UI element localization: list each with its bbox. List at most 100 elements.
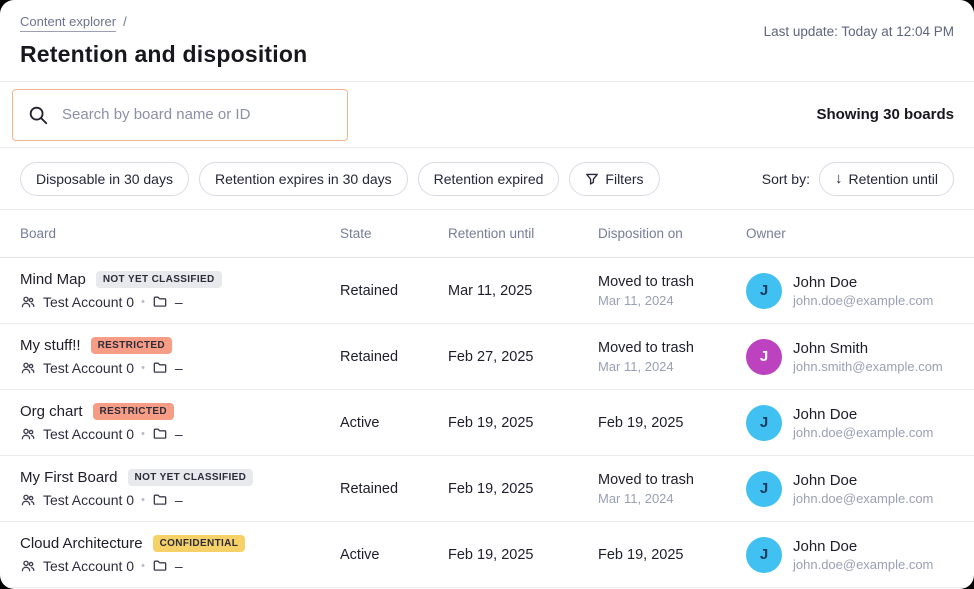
board-cell: Org chart RESTRICTED Test Account 0 •	[20, 403, 340, 442]
disposition-cell: Moved to trash Mar 11, 2024	[598, 340, 746, 374]
retention-until-cell: Mar 11, 2025	[448, 282, 533, 299]
board-name[interactable]: Org chart	[20, 403, 83, 420]
breadcrumb-link-content-explorer[interactable]: Content explorer	[20, 14, 117, 32]
state-cell: Retained	[340, 282, 399, 299]
owner-name: John Doe	[793, 471, 858, 489]
filter-chip-retention-expired[interactable]: Retention expired	[417, 161, 560, 196]
meta-separator: •	[141, 428, 145, 440]
filters-button[interactable]: Filters	[569, 161, 660, 196]
team-name: Test Account 0	[43, 492, 135, 508]
column-header-state[interactable]: State	[340, 226, 372, 241]
owner-name: John Doe	[793, 273, 858, 291]
search-box[interactable]	[12, 88, 348, 141]
classification-badge: RESTRICTED	[92, 403, 174, 420]
filters-button-label: Filters	[605, 170, 644, 187]
column-header-board[interactable]: Board	[20, 226, 57, 241]
owner-cell: J John Doe john.doe@example.com	[746, 404, 954, 441]
column-header-disposition-on[interactable]: Disposition on	[598, 226, 683, 241]
owner-email: john.doe@example.com	[793, 292, 934, 308]
team-name: Test Account 0	[43, 360, 135, 376]
disposition-cell: Moved to trash Mar 11, 2024	[598, 274, 746, 308]
avatar: J	[746, 272, 782, 309]
column-header-retention-until[interactable]: Retention until	[448, 226, 535, 241]
disposition-date: Mar 11, 2024	[598, 490, 674, 506]
column-header-owner[interactable]: Owner	[746, 226, 786, 241]
owner-cell: J John Doe john.doe@example.com	[746, 536, 954, 573]
search-icon	[27, 104, 49, 126]
state-cell: Active	[340, 546, 380, 563]
state-cell: Retained	[340, 480, 399, 497]
disposition-action: Moved to trash	[598, 273, 694, 290]
owner-name: John Smith	[793, 339, 869, 357]
state-cell: Retained	[340, 348, 399, 365]
project-value: –	[174, 426, 183, 442]
table-row[interactable]: My stuff!! RESTRICTED Test Account 0 •	[0, 324, 974, 390]
avatar: J	[746, 536, 782, 573]
table-body: Mind Map NOT YET CLASSIFIED Test Account…	[0, 258, 974, 589]
board-name[interactable]: My stuff!!	[20, 337, 81, 354]
folder-icon	[152, 360, 168, 376]
avatar: J	[746, 338, 782, 375]
sort-button[interactable]: ↓ Retention until	[818, 161, 954, 196]
retention-until-cell: Feb 19, 2025	[448, 414, 534, 431]
folder-icon	[152, 492, 168, 508]
board-name[interactable]: Mind Map	[20, 271, 86, 288]
sort-group: Sort by: ↓ Retention until	[762, 161, 954, 196]
search-input[interactable]	[62, 106, 333, 123]
disposition-action: Moved to trash	[598, 339, 694, 356]
classification-badge: NOT YET CLASSIFIED	[95, 271, 222, 288]
table-row[interactable]: Org chart RESTRICTED Test Account 0 •	[0, 390, 974, 456]
table-row[interactable]: Cloud Architecture CONFIDENTIAL Test Acc…	[0, 522, 974, 588]
owner-email: john.doe@example.com	[793, 424, 934, 440]
folder-icon	[152, 294, 168, 310]
meta-separator: •	[141, 296, 145, 308]
team-icon	[20, 294, 36, 310]
owner-email: john.smith@example.com	[793, 358, 943, 374]
disposition-action: Feb 19, 2025	[598, 414, 684, 431]
team-icon	[20, 360, 36, 376]
owner-name: John Doe	[793, 537, 858, 555]
owner-cell: J John Smith john.smith@example.com	[746, 338, 954, 375]
classification-badge: NOT YET CLASSIFIED	[127, 469, 254, 486]
disposition-cell: Feb 19, 2025	[598, 547, 746, 563]
filter-chip-label: Retention expired	[433, 170, 544, 187]
breadcrumb-separator: /	[123, 14, 127, 29]
breadcrumb: Content explorer /	[20, 14, 954, 32]
folder-icon	[152, 558, 168, 574]
filter-chip-label: Disposable in 30 days	[36, 170, 173, 187]
disposition-action: Feb 19, 2025	[598, 546, 684, 563]
owner-cell: J John Doe john.doe@example.com	[746, 272, 954, 309]
filter-chip-label: Retention expires in 30 days	[214, 170, 392, 187]
page-header: Content explorer / Retention and disposi…	[0, 0, 974, 82]
owner-cell: J John Doe john.doe@example.com	[746, 470, 954, 507]
filter-bar: Disposable in 30 days Retention expires …	[0, 148, 974, 210]
disposition-action: Moved to trash	[598, 471, 694, 488]
team-icon	[20, 558, 36, 574]
board-name[interactable]: Cloud Architecture	[20, 535, 143, 552]
folder-icon	[152, 426, 168, 442]
board-name[interactable]: My First Board	[20, 469, 118, 486]
retention-until-cell: Feb 19, 2025	[448, 480, 534, 497]
filter-chip-disposable[interactable]: Disposable in 30 days	[20, 161, 189, 196]
state-cell: Active	[340, 414, 380, 431]
table-row[interactable]: Mind Map NOT YET CLASSIFIED Test Account…	[0, 258, 974, 324]
board-cell: Mind Map NOT YET CLASSIFIED Test Account…	[20, 271, 340, 310]
meta-separator: •	[141, 362, 145, 374]
project-value: –	[174, 294, 183, 310]
filter-chip-retention-expires[interactable]: Retention expires in 30 days	[198, 161, 408, 196]
avatar: J	[746, 470, 782, 507]
search-section: Showing 30 boards	[0, 82, 974, 148]
project-value: –	[174, 558, 183, 574]
owner-name: John Doe	[793, 405, 858, 423]
last-update-text: Last update: Today at 12:04 PM	[763, 24, 954, 39]
owner-email: john.doe@example.com	[793, 556, 934, 572]
retention-until-cell: Feb 19, 2025	[448, 546, 534, 563]
sort-value: Retention until	[848, 170, 938, 187]
project-value: –	[174, 360, 183, 376]
results-summary: Showing 30 boards	[816, 106, 954, 123]
page-title: Retention and disposition	[20, 41, 308, 67]
table-row[interactable]: My First Board NOT YET CLASSIFIED Test A…	[0, 456, 974, 522]
board-cell: My First Board NOT YET CLASSIFIED Test A…	[20, 469, 340, 508]
project-value: –	[174, 492, 183, 508]
